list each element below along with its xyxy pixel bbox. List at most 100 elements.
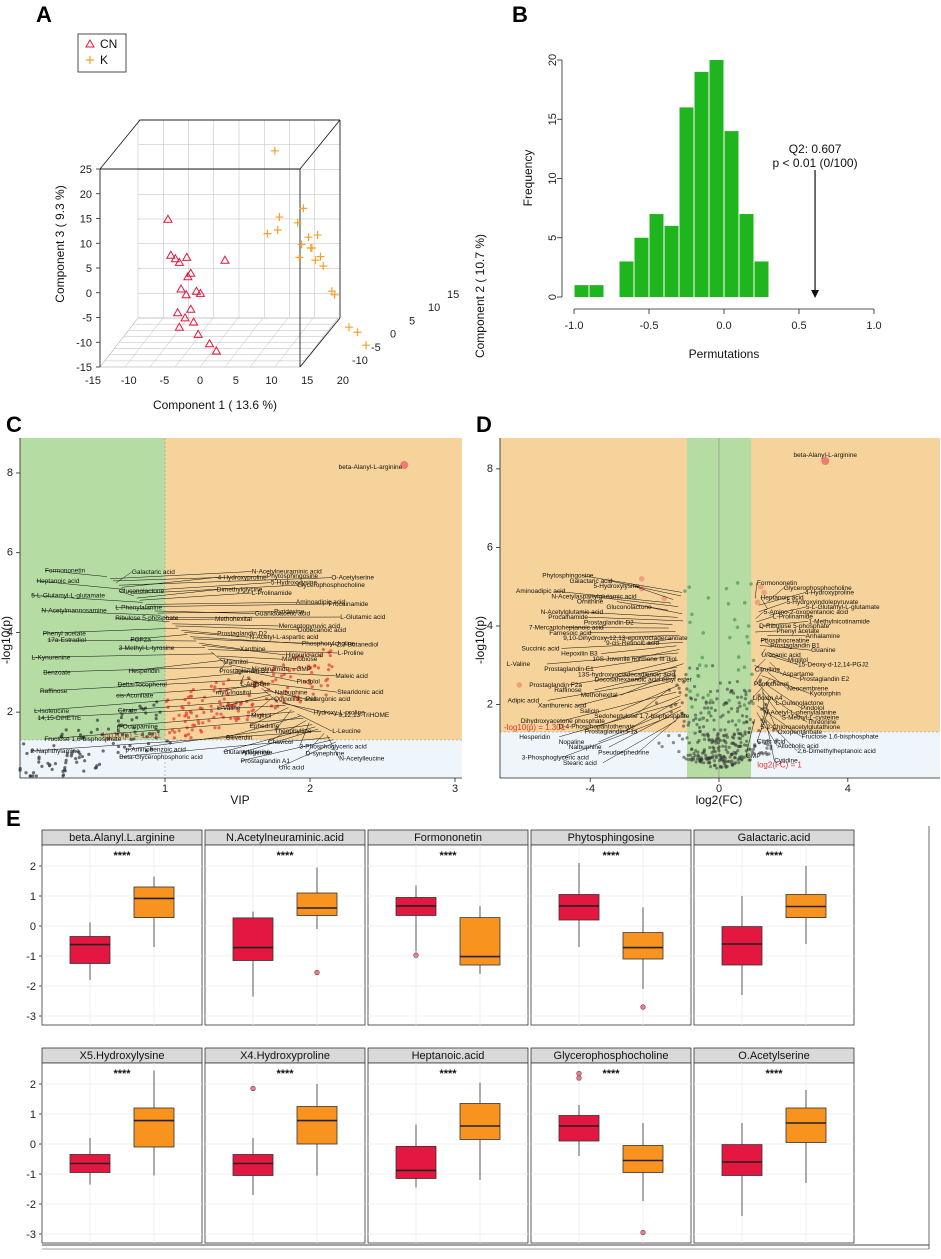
vip-point-label: L-Valine <box>217 705 241 712</box>
vip-point <box>187 715 191 720</box>
vip-point-label: Glycerophosphocholine <box>297 582 365 589</box>
vip-point <box>116 719 120 723</box>
vip-label-leader <box>125 724 313 750</box>
volcano-label-leader <box>761 715 798 752</box>
volcano-point <box>725 687 729 691</box>
hist-bar <box>634 237 649 297</box>
facet-title: X5.Hydroxylysine <box>80 1050 165 1062</box>
volcano-x-tick: 0 <box>716 783 722 795</box>
volcano-point <box>680 737 685 741</box>
volcano-point <box>733 752 738 756</box>
vip-label-leader <box>157 611 275 614</box>
vip-point <box>144 711 148 715</box>
vip-point <box>24 771 28 775</box>
vip-point <box>270 668 275 673</box>
vip-point <box>186 732 191 736</box>
volcano-point <box>748 689 752 693</box>
vip-highlight-point <box>400 461 409 469</box>
volcano-point-green <box>732 617 737 622</box>
vip-point <box>165 739 169 743</box>
volcano-point <box>743 697 747 701</box>
volcano-label-leader <box>569 666 678 686</box>
vip-label-leader <box>208 649 338 654</box>
vip-y-tick: 4 <box>7 626 13 638</box>
panel-c-vip: 1 2 3 2 4 6 8 VIP -log10(p) -log10(p) = 1.301 beta… <box>0 438 462 807</box>
vip-y-tick: 2 <box>7 706 13 718</box>
pca-point-k <box>313 231 322 240</box>
volcano-point <box>730 763 734 767</box>
vip-point <box>117 723 122 727</box>
volcano-point <box>687 720 691 725</box>
volcano-point <box>702 737 707 741</box>
volcano-point <box>727 720 731 724</box>
vip-label-leader <box>136 589 217 599</box>
volcano-point <box>705 732 710 736</box>
vip-point-label: Nicotinamide <box>252 666 290 673</box>
vip-label-leader <box>241 728 319 753</box>
volcano-point <box>702 748 707 752</box>
pca-vertical-tick: 5 <box>86 263 92 275</box>
vip-blue-zone <box>20 740 462 778</box>
vip-point <box>251 708 256 712</box>
volcano-point <box>654 701 659 705</box>
pca-point-cn <box>176 284 186 293</box>
vip-point-label: L-Isoleucine <box>34 708 69 715</box>
hist-xlabel: Permutations <box>689 347 760 361</box>
volcano-point-label: 13S-hydroxyoctadecadienoic acid <box>578 671 676 678</box>
volcano-point <box>745 714 749 719</box>
facet-panel <box>204 1062 366 1244</box>
box-iqr <box>133 1107 175 1148</box>
pca-point-cn <box>191 286 202 295</box>
vip-point <box>78 733 83 737</box>
vip-point <box>308 682 312 686</box>
vip-label-leader <box>172 623 279 627</box>
volcano-point-green <box>750 672 754 677</box>
volcano-point-label: 9-cis-Retinoic acid <box>606 640 659 647</box>
volcano-point <box>699 756 703 760</box>
volcano-point-label: 5-2-Chloroacetylglutathione <box>761 724 841 731</box>
volcano-point <box>715 733 720 737</box>
box-iqr <box>459 1103 501 1140</box>
vip-point <box>319 684 323 688</box>
vip-point <box>273 706 277 710</box>
pca-vertical-tick: -10 <box>76 337 92 349</box>
volcano-point <box>710 738 714 742</box>
volcano-label-leader <box>760 638 769 641</box>
facet-title: Glycerophosphocholine <box>554 1050 669 1062</box>
hist-bar <box>709 60 724 297</box>
vip-point <box>101 749 105 753</box>
volcano-point <box>708 765 713 769</box>
vip-point-label: Pelargonic acid <box>306 696 351 703</box>
vip-label-leader <box>127 582 271 592</box>
pca-vertical-tick: -5 <box>82 313 92 325</box>
vip-point-label: p-Aminobenzoic acid <box>125 747 186 754</box>
volcano-point <box>725 735 730 739</box>
vip-point <box>77 755 81 760</box>
box-iqr <box>395 1146 437 1179</box>
volcano-point <box>712 746 716 751</box>
vip-point <box>184 711 188 715</box>
volcano-point-label: Prostaglandin D2 <box>584 619 634 626</box>
box-iqr <box>721 926 763 966</box>
volcano-point <box>757 741 761 745</box>
vip-point-label: Galactaric acid <box>132 569 175 576</box>
hist-ylabel: Frequency <box>521 150 535 207</box>
pca-legend-k-label: K <box>100 53 108 67</box>
volcano-point-green <box>682 713 687 718</box>
vip-point <box>156 729 160 734</box>
volcano-point-label: Fructose 1,6-bisphosphate <box>802 734 879 741</box>
volcano-x-tick: -4 <box>585 783 595 795</box>
box-outlier <box>413 952 419 958</box>
pca-point-cn <box>180 312 190 322</box>
volcano-point-label: Salicin <box>580 708 600 715</box>
volcano-point-label: Prostaglandin F1a <box>585 729 638 736</box>
volcano-point <box>717 749 721 753</box>
volcano-label-leader <box>546 652 679 665</box>
volcano-point-label: Galactaric acid <box>569 578 612 585</box>
volcano-point-label: Gluconolactone <box>606 604 652 611</box>
vip-point-label: Formononetin <box>45 567 85 574</box>
volcano-point-label: Phosphocreatine <box>761 638 810 645</box>
pca-point-k <box>293 218 302 227</box>
box-y-tick: -3 <box>26 1011 36 1023</box>
volcano-point-label: Dihydroxyacetone phosphate <box>521 718 606 725</box>
